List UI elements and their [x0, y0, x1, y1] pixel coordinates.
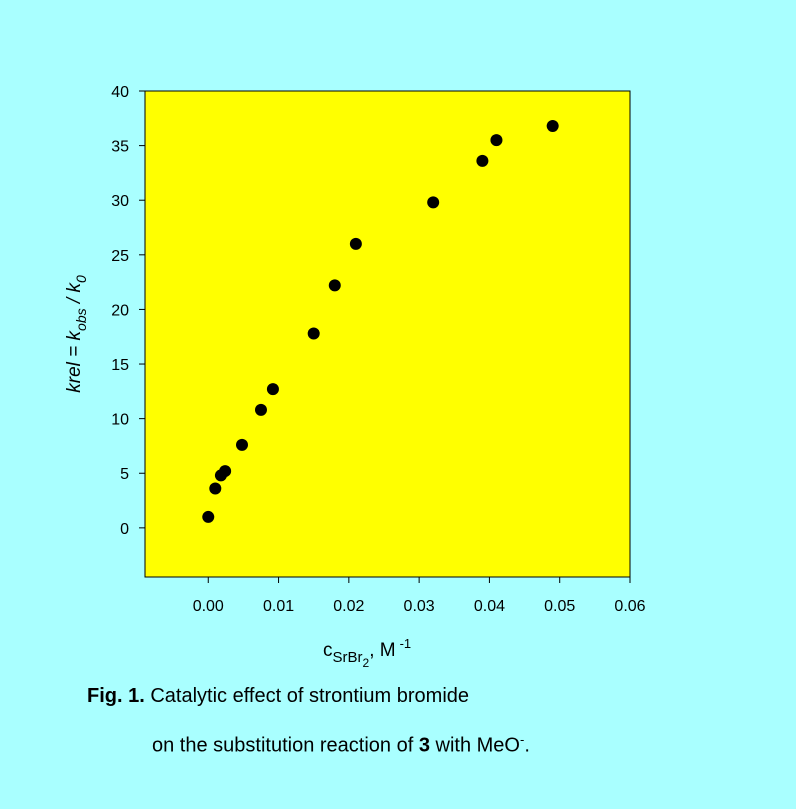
x-axis-title-subsub: 2: [363, 656, 370, 670]
data-point: [254, 403, 267, 416]
y-tick-label: 25: [111, 248, 129, 265]
data-point: [202, 510, 215, 523]
caption-line-2-end: .: [524, 734, 530, 757]
data-point: [219, 465, 232, 478]
caption-compound-number: 3: [418, 734, 430, 757]
plot-area: [144, 90, 631, 578]
x-axis-title-unit: , M: [369, 640, 395, 661]
x-tick-label: 0.03: [404, 598, 435, 615]
y-tick-label: 40: [111, 84, 129, 101]
caption-line-2-text: on the substitution reaction of: [152, 734, 419, 757]
data-point: [209, 482, 222, 495]
data-point: [266, 383, 279, 396]
y-axis: 0 5 10 15 20 25 30 35 40: [111, 84, 145, 538]
y-axis-title: krel = kobs / k0: [64, 275, 89, 393]
data-point: [328, 279, 341, 292]
y-axis-title-part-b: / k: [64, 282, 85, 309]
data-point: [349, 237, 362, 250]
x-tick-label: 0.04: [474, 598, 505, 615]
x-tick-label: 0.06: [614, 598, 645, 615]
y-tick-label: 20: [111, 302, 129, 319]
y-axis-title-sub-a: obs: [73, 308, 89, 331]
y-tick-label: 15: [111, 357, 129, 374]
caption-line-1: Fig. 1. Catalytic effect of strontium br…: [87, 685, 469, 708]
y-tick-label: 10: [111, 412, 129, 429]
data-point: [490, 134, 503, 147]
data-point: [546, 119, 559, 132]
caption-figure-label: Fig. 1.: [87, 685, 145, 707]
x-axis-title-main: c: [323, 640, 333, 661]
data-point: [427, 196, 440, 209]
x-axis-title: cSrBr2, M -1: [323, 636, 411, 670]
data-points: [202, 119, 559, 523]
x-axis: 0.00 0.01 0.02 0.03 0.04 0.05 0.06: [193, 577, 646, 615]
x-tick-label: 0.00: [193, 598, 224, 615]
y-axis-title-sub-b: 0: [73, 275, 89, 283]
caption-line-2-text-2: with MeO: [429, 734, 520, 757]
y-tick-label: 0: [120, 521, 129, 538]
data-point: [307, 327, 320, 340]
x-tick-label: 0.05: [544, 598, 575, 615]
data-point: [476, 154, 489, 167]
x-tick-label: 0.01: [263, 598, 294, 615]
caption-line-2: on the substitution reaction of 3 with M…: [152, 732, 530, 758]
caption-superscript: -: [520, 732, 525, 747]
x-tick-label: 0.02: [333, 598, 364, 615]
y-tick-label: 5: [120, 466, 129, 483]
x-axis-title-sup: -1: [400, 636, 412, 651]
caption-line-1-text: Catalytic effect of strontium bromide: [144, 685, 470, 707]
data-point: [236, 438, 248, 451]
x-axis-title-sub: SrBr: [333, 649, 363, 666]
y-tick-label: 35: [111, 139, 129, 156]
y-tick-label: 30: [111, 193, 129, 210]
y-axis-title-part-a: krel = k: [64, 329, 85, 392]
